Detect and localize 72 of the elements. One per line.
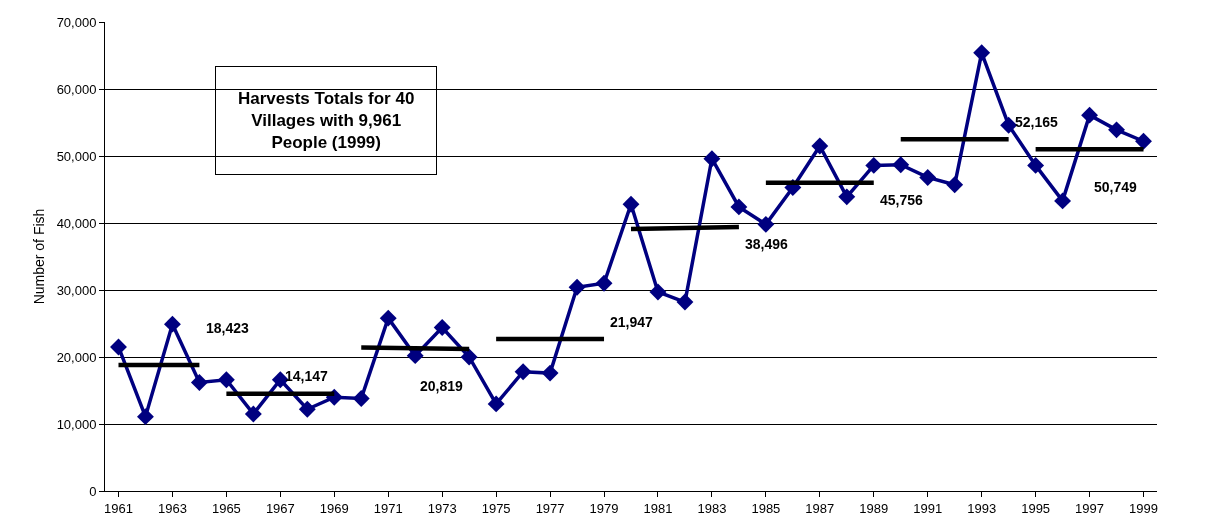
annotation: 20,819 xyxy=(420,378,464,394)
point xyxy=(622,195,640,213)
point xyxy=(676,293,694,311)
y-tick-label: 50,000 xyxy=(56,148,97,164)
point xyxy=(298,400,316,418)
point xyxy=(1027,156,1045,174)
point xyxy=(137,408,154,426)
point xyxy=(217,371,235,389)
x-tick-label: 1999 xyxy=(1129,500,1158,516)
x-tick-label: 1965 xyxy=(211,500,241,516)
annotation: 52,165 xyxy=(1015,114,1059,130)
point xyxy=(703,150,721,168)
point xyxy=(487,395,505,413)
point xyxy=(514,363,532,381)
point xyxy=(433,319,451,336)
point xyxy=(460,348,478,366)
text: Harvests Totals for 40 Villages with 9,961 People (1999) xyxy=(238,89,415,153)
x-tick-label: 1985 xyxy=(751,500,781,516)
x-tick-label: 1987 xyxy=(805,500,835,516)
x-tick-label: 1981 xyxy=(643,500,673,516)
y-tick-label: 0 xyxy=(89,483,97,499)
point xyxy=(541,364,559,382)
point xyxy=(757,215,775,233)
annotation: 21,947 xyxy=(610,314,654,330)
x-tick-label: 1979 xyxy=(589,500,619,516)
point xyxy=(244,405,262,423)
point xyxy=(1054,192,1072,210)
point xyxy=(1135,132,1152,150)
y-tick-label: 70,000 xyxy=(56,14,97,30)
y-tick-label: 40,000 xyxy=(56,215,97,231)
x-tick-label: 1977 xyxy=(535,500,565,516)
x-tick-label: 1993 xyxy=(967,500,997,516)
x-tick-label: 1971 xyxy=(373,500,403,516)
x-tick-label: 1989 xyxy=(859,500,889,516)
annotation: 18,423 xyxy=(206,320,250,336)
x-tick-label: 1967 xyxy=(265,500,295,516)
point xyxy=(110,338,127,356)
x-tick-label: 1991 xyxy=(913,500,943,516)
point xyxy=(595,274,613,292)
point xyxy=(190,374,208,391)
point xyxy=(379,309,397,327)
x-tick-label: 1961 xyxy=(104,500,133,516)
y-tick-label: 10,000 xyxy=(56,416,97,432)
x-tick-label: 1969 xyxy=(319,500,349,516)
y-tick-label: 20,000 xyxy=(56,349,97,365)
point xyxy=(838,188,856,206)
x-tick-label: 1995 xyxy=(1021,500,1051,516)
point xyxy=(892,156,910,174)
point xyxy=(568,278,586,296)
x-tick-label: 1983 xyxy=(697,500,727,516)
annotation: 50,749 xyxy=(1094,179,1138,195)
x-tick-label: 1975 xyxy=(481,500,511,516)
x-tick-label: 1963 xyxy=(157,500,187,516)
x-tick-label: 1997 xyxy=(1075,500,1105,516)
point xyxy=(352,390,370,407)
y-tick-label: 30,000 xyxy=(56,282,97,298)
point xyxy=(865,156,883,174)
point xyxy=(163,315,181,333)
x-tick-label: 1973 xyxy=(427,500,457,516)
point xyxy=(1108,121,1125,139)
point xyxy=(973,44,991,62)
annotation: 38,496 xyxy=(745,236,789,252)
annotation: 14,147 xyxy=(285,368,329,384)
point xyxy=(1081,106,1099,124)
point xyxy=(730,198,748,216)
y-tick-label: 60,000 xyxy=(56,81,97,97)
y-axis-title: Number of Fish xyxy=(31,208,48,305)
annotation: 45,756 xyxy=(880,192,924,208)
point xyxy=(811,137,829,155)
point xyxy=(946,176,964,194)
point xyxy=(919,168,937,186)
point xyxy=(649,283,667,301)
